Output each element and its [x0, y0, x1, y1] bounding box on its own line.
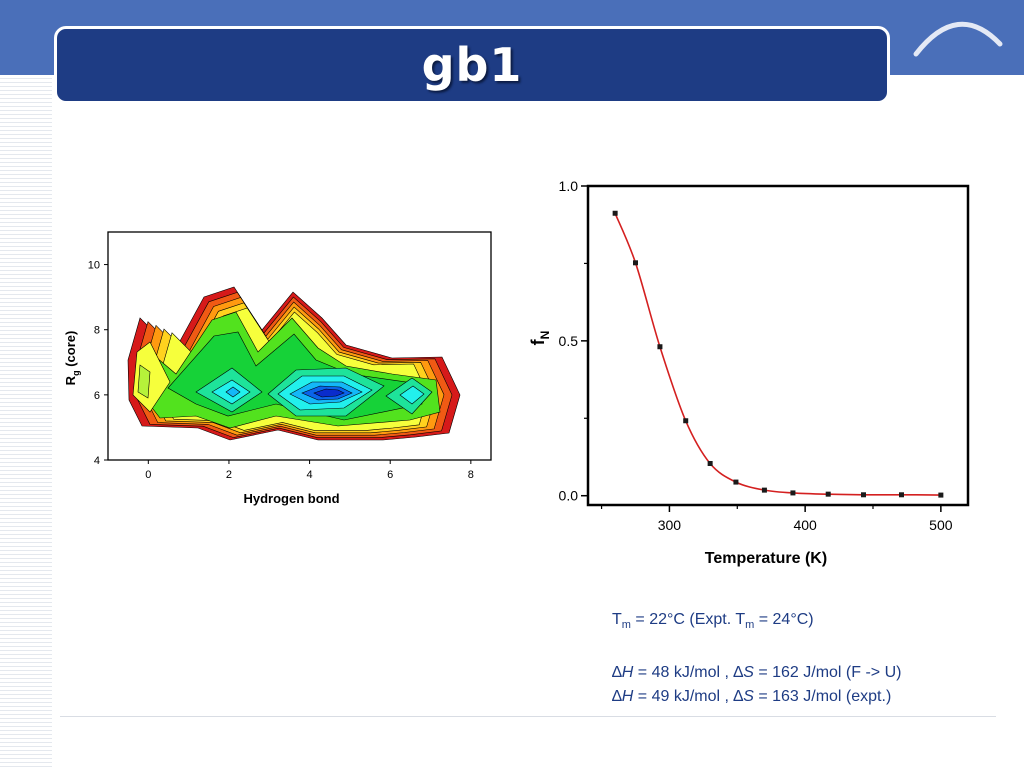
decor-arc-icon	[913, 21, 1003, 57]
fn-data-point	[861, 492, 866, 498]
fn-points	[612, 210, 944, 498]
contour-y-label: Rg (core)	[63, 331, 81, 386]
fn-x-tick-label: 300	[658, 517, 682, 533]
contour-x-tick-label: 8	[468, 469, 474, 481]
contour-x-tick-label: 0	[145, 469, 151, 481]
notes-gap	[612, 637, 901, 661]
fn-x-tick-label: 500	[929, 517, 953, 533]
dh-value: = 49 kJ/mol ,	[633, 688, 734, 706]
fn-y-tick-label: 0.5	[559, 333, 579, 349]
tm-end: = 24°C)	[754, 611, 814, 628]
fn-data-point	[938, 492, 944, 498]
tm-sub2: m	[745, 619, 755, 632]
s-symbol: S	[743, 664, 754, 682]
fn-data-point	[633, 260, 638, 266]
ds-value: = 162 J/mol (F -> U)	[753, 664, 902, 682]
contour-basin	[225, 386, 241, 398]
delta-symbol: ∆	[733, 664, 744, 682]
contour-y-tick-label: 8	[94, 325, 100, 337]
h-symbol: H	[621, 688, 634, 706]
fn-data-point	[899, 492, 904, 498]
tm-symbol: T	[612, 611, 622, 628]
delta-symbol: ∆	[733, 688, 744, 706]
fn-axes: 300 400 500 0.0 0.5 1.0 Temperature (K) fN	[528, 178, 953, 567]
fn-data-point	[761, 487, 767, 493]
dh-value: = 48 kJ/mol ,	[633, 664, 734, 682]
tm-line: Tm = 22°C (Expt. Tm = 24°C)	[612, 608, 901, 637]
contour-frame	[107, 231, 492, 461]
fn-y-tick-label: 0.0	[559, 488, 579, 504]
contour-x-tick-label: 2	[226, 469, 232, 481]
contour-x-tick-label: 4	[307, 469, 313, 481]
contour-y-tick-label: 6	[94, 390, 100, 402]
fn-y-label: fN	[528, 331, 552, 346]
fn-data-point	[790, 490, 796, 496]
fn-data-point	[657, 344, 663, 350]
fn-fit-curve	[614, 212, 941, 496]
fn-data-point	[683, 418, 689, 424]
contour-x-tick-label: 6	[387, 469, 393, 481]
tm-sub: m	[621, 619, 631, 632]
fn-data-point	[612, 210, 618, 216]
dh-line-2: ∆H = 49 kJ/mol , ∆S = 163 J/mol (expt.)	[612, 685, 901, 709]
contour-axes: 0 2 4 6 8 4 6 8 10 Hydrogen bond Rg (core)	[63, 260, 474, 506]
contour-basin	[313, 388, 345, 398]
tm-mid: = 22°C (Expt. T	[630, 611, 746, 628]
contour-level	[137, 364, 151, 399]
contour-basin	[399, 385, 425, 405]
title-bar: gb1	[54, 26, 890, 104]
fn-frame	[586, 184, 970, 507]
contour-bands	[127, 286, 461, 441]
contour-x-label: Hydrogen bond	[243, 491, 339, 506]
s-symbol: S	[743, 688, 754, 706]
fn-x-tick-label: 400	[793, 517, 817, 533]
ds-value: = 163 J/mol (expt.)	[753, 688, 892, 706]
dh-line-1: ∆H = 48 kJ/mol , ∆S = 162 J/mol (F -> U)	[612, 661, 901, 685]
slide-title: gb1	[421, 38, 523, 92]
delta-symbol: ∆	[612, 688, 622, 706]
contour-y-tick-label: 10	[88, 260, 100, 272]
fn-y-tick-label: 1.0	[559, 178, 579, 194]
thermo-notes: Tm = 22°C (Expt. Tm = 24°C) ∆H = 48 kJ/m…	[612, 608, 901, 709]
fn-data-point	[825, 491, 831, 497]
side-stripes	[0, 75, 52, 768]
contour-y-tick-label: 4	[94, 455, 100, 467]
delta-symbol: ∆	[612, 664, 622, 682]
h-symbol: H	[621, 664, 634, 682]
fn-data-point	[733, 479, 739, 485]
fn-data-point	[707, 460, 713, 466]
footer-line	[60, 716, 996, 717]
fn-x-label: Temperature (K)	[705, 550, 827, 567]
